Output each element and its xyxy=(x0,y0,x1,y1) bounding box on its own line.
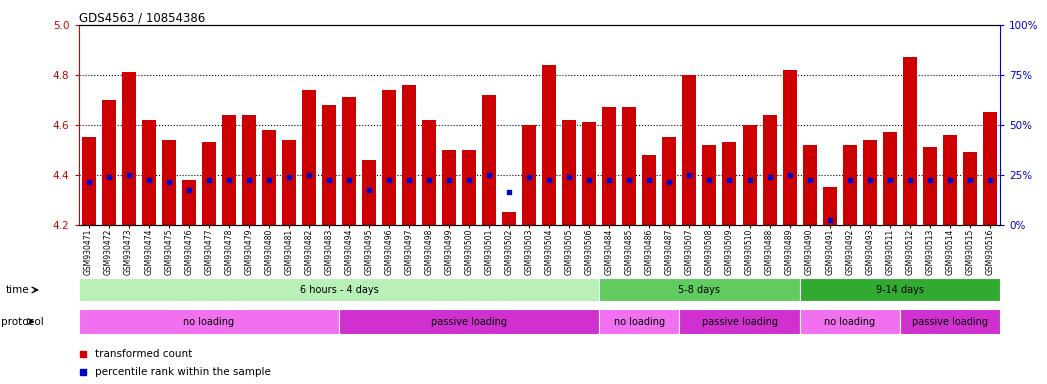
Bar xyxy=(922,147,937,225)
Bar xyxy=(803,145,817,225)
Bar xyxy=(522,125,536,225)
Text: 5-8 days: 5-8 days xyxy=(678,285,720,295)
Text: no loading: no loading xyxy=(183,316,235,327)
Bar xyxy=(582,122,597,225)
Bar xyxy=(863,140,876,225)
Text: transformed count: transformed count xyxy=(95,349,193,359)
Bar xyxy=(643,155,656,225)
Bar xyxy=(542,65,556,225)
Text: passive loading: passive loading xyxy=(912,316,987,327)
Bar xyxy=(663,137,676,225)
Bar xyxy=(79,278,599,301)
Text: GDS4563 / 10854386: GDS4563 / 10854386 xyxy=(79,12,205,25)
Bar xyxy=(462,150,476,225)
Bar xyxy=(622,108,637,225)
Bar xyxy=(899,309,1000,334)
Text: passive loading: passive loading xyxy=(431,316,507,327)
Bar xyxy=(161,140,176,225)
Bar xyxy=(599,278,800,301)
Bar xyxy=(339,309,599,334)
Bar xyxy=(903,58,917,225)
Bar xyxy=(262,130,275,225)
Bar xyxy=(141,120,156,225)
Bar xyxy=(242,115,255,225)
Bar xyxy=(342,98,356,225)
Bar xyxy=(482,95,496,225)
Bar xyxy=(703,145,716,225)
Bar xyxy=(800,278,1000,301)
Bar xyxy=(422,120,436,225)
Bar xyxy=(202,142,216,225)
Bar xyxy=(800,309,899,334)
Bar xyxy=(402,85,416,225)
Bar xyxy=(182,180,196,225)
Bar xyxy=(782,70,797,225)
Text: passive loading: passive loading xyxy=(701,316,778,327)
Text: 9-14 days: 9-14 days xyxy=(875,285,923,295)
Bar xyxy=(503,212,516,225)
Bar xyxy=(442,150,456,225)
Bar xyxy=(722,142,736,225)
Text: protocol: protocol xyxy=(1,316,44,327)
Bar xyxy=(762,115,777,225)
Bar xyxy=(102,100,115,225)
Text: no loading: no loading xyxy=(614,316,665,327)
Bar xyxy=(82,137,95,225)
Bar xyxy=(942,135,957,225)
Bar xyxy=(302,90,316,225)
Bar xyxy=(680,309,800,334)
Bar xyxy=(79,309,339,334)
Bar xyxy=(963,152,977,225)
Bar xyxy=(282,140,296,225)
Bar xyxy=(562,120,576,225)
Text: percentile rank within the sample: percentile rank within the sample xyxy=(95,367,271,377)
Bar xyxy=(222,115,236,225)
Bar xyxy=(823,187,837,225)
Bar xyxy=(742,125,757,225)
Text: time: time xyxy=(5,285,29,295)
Bar xyxy=(983,113,997,225)
Text: 6 hours - 4 days: 6 hours - 4 days xyxy=(299,285,378,295)
Bar xyxy=(382,90,396,225)
Bar xyxy=(321,105,336,225)
Bar xyxy=(362,160,376,225)
Bar xyxy=(121,73,136,225)
Bar xyxy=(843,145,856,225)
Bar xyxy=(599,309,680,334)
Bar xyxy=(883,132,896,225)
Bar xyxy=(683,75,696,225)
Text: no loading: no loading xyxy=(824,316,875,327)
Bar xyxy=(602,108,617,225)
